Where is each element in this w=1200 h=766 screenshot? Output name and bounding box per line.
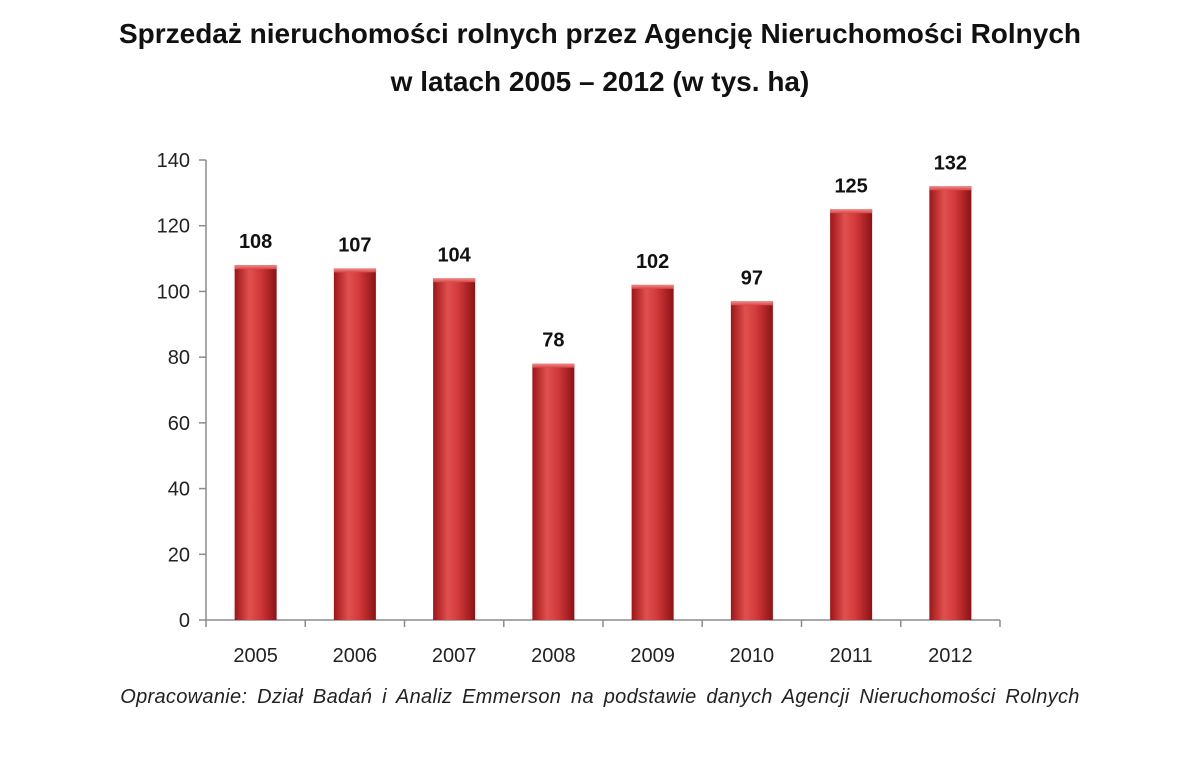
bar-top-highlight [234,265,277,270]
data-label: 78 [542,330,564,352]
bar-top-highlight [333,268,376,273]
y-tick-label: 120 [157,216,190,238]
chart-title-line-2: w latach 2005 – 2012 (w tys. ha) [390,66,810,97]
bar-2006 [333,268,376,620]
bar [333,268,376,620]
bar-top-highlight [433,278,476,283]
bar [532,363,575,620]
data-label: 107 [338,234,371,256]
bar-2008 [532,363,575,620]
data-labels: 2005 108 2006 107 2007 104 2008 78 2009 102 2010 97… [233,152,972,667]
bar-2007 [433,278,476,620]
bar [433,278,476,620]
data-label: 108 [239,231,272,253]
axes: 0 20 40 60 80 100 120 140 [157,150,1001,632]
data-label: 97 [741,267,763,289]
x-tick-label: 2008 [531,645,576,667]
bar [234,265,277,620]
bar [631,284,674,620]
y-tick-label: 80 [168,347,190,369]
bars [234,186,972,621]
bar-chart: 0 20 40 60 80 100 120 140 2005 108 2006 107 2007 104… [157,150,1001,667]
x-tick-label: 2011 [830,645,873,667]
data-label: 102 [636,251,669,273]
data-label: 125 [834,175,867,197]
bar-top-highlight [830,209,873,214]
x-tick-label: 2012 [928,645,973,667]
x-tick-label: 2010 [730,645,775,667]
chart-title: Sprzedaż nieruchomości rolnych przez Age… [0,10,1200,106]
x-tick-label: 2006 [333,645,378,667]
y-tick-label: 0 [179,610,190,632]
bar-2012 [929,186,972,621]
bar [730,301,773,620]
bar-2011 [830,209,873,621]
chart-title-line-1: Sprzedaż nieruchomości rolnych przez Age… [118,18,1082,49]
y-tick-label: 20 [168,544,190,566]
bar-2009 [631,284,674,620]
bar-top-highlight [532,363,575,368]
bar-top-highlight [631,284,674,289]
bar-top-highlight [730,301,773,306]
x-tick-label: 2007 [432,645,477,667]
y-tick-label: 60 [168,413,190,435]
bar [830,209,873,621]
bar-2010 [730,301,773,620]
y-tick-label: 40 [168,479,190,501]
y-tick-label: 140 [157,150,190,172]
bar-top-highlight [929,186,972,191]
bar-2005 [234,265,277,620]
data-label: 104 [437,244,471,266]
x-tick-label: 2005 [233,645,278,667]
data-label: 132 [934,152,967,174]
x-tick-label: 2009 [630,645,675,667]
bar [929,186,972,621]
source-caption: Opracowanie: Dział Badań i Analiz Emmers… [120,686,1080,708]
y-tick-label: 100 [157,281,190,303]
